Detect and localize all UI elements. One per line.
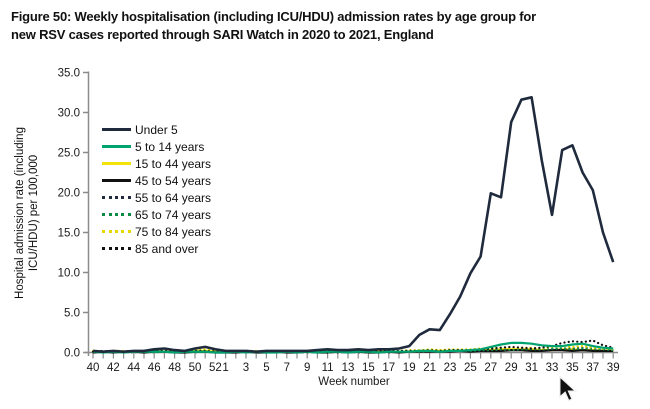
x-tick-label: 31 xyxy=(525,362,538,374)
x-tick-label: 15 xyxy=(362,362,375,374)
x-axis-ticks: 40 42 44 46 48 50 52 1 3 5 7 9 11 13 15 17 19 21 23 25 27 29 3… xyxy=(87,352,620,374)
legend-item-5-to-14-years: 5 to 14 years xyxy=(102,138,211,155)
x-tick-label: 52 xyxy=(209,362,222,374)
legend-swatch-55-to-64-years xyxy=(102,196,131,199)
y-tick-label: 30.0 xyxy=(58,108,80,120)
legend-swatch-5-to-14-years xyxy=(102,145,131,148)
y-tick-label: 15.0 xyxy=(58,228,80,240)
legend-item-65-to-74-years: 65 to 74 years xyxy=(102,206,211,223)
legend-label-85-and-over: 85 and over xyxy=(135,241,199,256)
y-tick-label: 0.0 xyxy=(64,348,80,360)
legend-swatch-85-and-over xyxy=(102,247,131,250)
y-tick-label: 5.0 xyxy=(64,308,80,320)
x-tick-label: 44 xyxy=(127,362,140,374)
y-tick-label: 35.0 xyxy=(58,68,80,80)
series-line-5-to-14-years xyxy=(92,341,614,354)
legend-item-75-to-84-years: 75 to 84 years xyxy=(102,223,211,240)
x-tick-label: 39 xyxy=(607,362,620,374)
x-tick-label: 37 xyxy=(586,362,599,374)
legend-swatch-under-5 xyxy=(102,128,131,131)
x-tick-label: 48 xyxy=(168,362,181,374)
x-tick-label: 11 xyxy=(322,362,334,374)
legend-item-under-5: Under 5 xyxy=(102,121,211,138)
x-tick-label: 21 xyxy=(423,362,436,374)
figure-title-line2: new RSV cases reported through SARI Watc… xyxy=(11,26,434,42)
x-tick-label: 7 xyxy=(284,362,290,374)
x-tick-label: 50 xyxy=(189,362,202,374)
x-tick-label: 13 xyxy=(342,362,355,374)
legend-label-45-to-54-years: 45 to 54 years xyxy=(135,173,212,188)
legend-swatch-15-to-44-years xyxy=(102,162,131,165)
legend-item-85-and-over: 85 and over xyxy=(102,240,211,257)
x-tick-label: 17 xyxy=(382,362,395,374)
x-tick-label: 33 xyxy=(546,362,559,374)
figure-title: Figure 50: Weekly hospitalisation (inclu… xyxy=(11,8,643,43)
x-tick-label: 29 xyxy=(505,362,518,374)
x-tick-label: 46 xyxy=(148,362,161,374)
series-line-under-5 xyxy=(92,96,615,354)
legend-item-15-to-44-years: 15 to 44 years xyxy=(102,155,211,172)
legend-label-5-to-14-years: 5 to 14 years xyxy=(135,139,205,154)
x-tick-label: 9 xyxy=(304,362,310,374)
x-tick-label: 5 xyxy=(263,362,269,374)
legend-item-55-to-64-years: 55 to 64 years xyxy=(102,189,211,206)
x-tick-label: 42 xyxy=(107,362,120,374)
legend-item-45-to-54-years: 45 to 54 years xyxy=(102,172,211,189)
x-tick-label: 19 xyxy=(403,362,416,374)
x-tick-label: 1 xyxy=(222,362,228,374)
legend-label-55-to-64-years: 55 to 64 years xyxy=(135,190,212,205)
legend-label-15-to-44-years: 15 to 44 years xyxy=(135,156,212,171)
legend-swatch-45-to-54-years xyxy=(102,179,131,182)
chart-legend: Under 5 5 to 14 years 15 to 44 years 45 to … xyxy=(102,121,211,257)
y-axis-ticks: 0.0 5.0 10.0 15.0 20.0 25.0 30.0 35.0 xyxy=(58,68,89,360)
x-tick-label: 3 xyxy=(243,362,249,374)
x-tick-label: 35 xyxy=(566,362,579,374)
figure-title-line1: Figure 50: Weekly hospitalisation (inclu… xyxy=(11,9,537,24)
legend-label-65-to-74-years: 65 to 74 years xyxy=(135,207,212,222)
x-tick-label: 27 xyxy=(484,362,497,374)
mouse-pointer-icon xyxy=(559,376,578,402)
y-tick-label: 20.0 xyxy=(58,188,80,200)
x-tick-label: 25 xyxy=(464,362,477,374)
legend-swatch-65-to-74-years xyxy=(102,213,131,216)
x-tick-label: 40 xyxy=(87,362,100,374)
legend-swatch-75-to-84-years xyxy=(102,230,131,233)
legend-label-under-5: Under 5 xyxy=(135,122,178,137)
legend-label-75-to-84-years: 75 to 84 years xyxy=(135,224,212,239)
y-tick-label: 25.0 xyxy=(58,148,80,160)
x-axis-title: Week number xyxy=(318,376,390,388)
y-tick-label: 10.0 xyxy=(58,268,80,280)
x-tick-label: 23 xyxy=(444,362,457,374)
